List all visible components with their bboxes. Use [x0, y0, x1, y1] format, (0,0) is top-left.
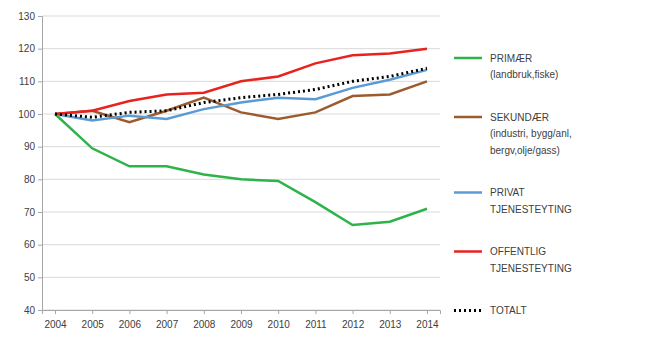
y-tick-label: 80: [24, 174, 36, 185]
y-tick-mark: [38, 245, 42, 246]
y-tick-label: 40: [24, 305, 36, 316]
x-axis-line: [43, 311, 441, 315]
x-axis: 2004 2005 2006 2007 2008 2009 2010 2011 2012 2013…: [43, 310, 441, 330]
x-tick-mark: [278, 310, 279, 314]
y-tick-label: 130: [18, 11, 35, 22]
x-tick: 2013: [379, 310, 402, 330]
y-tick-mark: [38, 310, 42, 311]
y-tick: 90: [24, 141, 42, 152]
grid-line: [42, 212, 440, 213]
series-line: [55, 68, 427, 117]
x-tick-label: 2012: [342, 319, 365, 330]
grid-line: [42, 48, 440, 49]
x-tick-label: 2008: [193, 319, 216, 330]
legend-label: OFFENTLIGTJENESTEYTING: [490, 246, 572, 274]
legend-swatch: [454, 116, 482, 119]
y-tick-label: 110: [19, 76, 35, 87]
legend: PRIMÆR(landbruk,fiske) SEKUNDÆR(industri,…: [454, 53, 572, 317]
y-axis: 40 50 60 70 80 90 100 110 120 130: [18, 11, 42, 316]
chart: 40 50 60 70 80 90 100 110 120 130 2004 2005 2006 2007…: [0, 0, 650, 344]
legend-item: OFFENTLIGTJENESTEYTING: [454, 246, 572, 274]
legend-item: PRIVATTJENESTEYTING: [454, 187, 572, 215]
grid-line: [42, 146, 440, 147]
y-tick-mark: [38, 212, 42, 213]
y-tick-label: 90: [24, 141, 36, 152]
y-tick-label: 50: [24, 272, 36, 283]
x-tick: 2010: [268, 310, 291, 330]
y-axis-line: [38, 17, 43, 311]
legend-swatch: [454, 250, 482, 253]
legend-item: TOTALT: [454, 305, 527, 316]
plot: 40 50 60 70 80 90 100 110 120 130 2004 2005 2006 2007…: [18, 11, 440, 330]
x-tick-label: 2013: [379, 319, 402, 330]
x-tick-label: 2010: [268, 319, 291, 330]
y-tick-mark: [38, 147, 42, 148]
y-tick: 60: [24, 239, 42, 250]
y-tick: 70: [24, 207, 42, 218]
x-tick: 2008: [193, 310, 216, 330]
x-tick: 2009: [230, 310, 253, 330]
x-tick-mark: [204, 310, 205, 314]
x-tick: 2004: [44, 310, 67, 330]
y-tick-mark: [38, 277, 42, 278]
x-tick-label: 2014: [416, 319, 439, 330]
y-tick-mark: [38, 81, 42, 82]
x-tick: 2011: [305, 310, 327, 330]
x-tick: 2005: [82, 310, 105, 330]
grid-line: [42, 16, 440, 17]
grid-line: [42, 277, 440, 278]
x-tick-label: 2004: [44, 319, 67, 330]
y-tick-mark: [38, 114, 42, 115]
y-tick-label: 70: [24, 207, 36, 218]
y-tick-label: 120: [18, 43, 35, 54]
x-tick-mark: [241, 310, 242, 314]
x-tick-label: 2009: [230, 319, 253, 330]
x-tick-mark: [315, 310, 316, 314]
series-line: [55, 49, 427, 114]
grid-line: [42, 244, 440, 245]
x-tick: 2006: [119, 310, 142, 330]
y-tick: 130: [18, 11, 42, 22]
y-tick-mark: [38, 49, 42, 50]
x-tick-label: 2006: [119, 319, 142, 330]
y-tick-label: 60: [24, 239, 36, 250]
legend-label: PRIMÆR(landbruk,fiske): [490, 53, 558, 81]
x-tick-mark: [55, 310, 56, 314]
legend-label: TOTALT: [490, 305, 527, 316]
x-tick-mark: [353, 310, 354, 314]
legend-label: SEKUNDÆR(industri, bygg/anl,bergv,olje/g…: [490, 112, 572, 156]
series-line: [55, 114, 427, 225]
y-tick-label: 100: [18, 109, 35, 120]
x-tick: 2007: [156, 310, 179, 330]
legend-item: SEKUNDÆR(industri, bygg/anl,bergv,olje/g…: [454, 112, 572, 156]
x-tick-label: 2011: [305, 319, 327, 330]
legend-swatch: [454, 57, 482, 60]
x-tick-mark: [92, 310, 93, 314]
lines: [55, 49, 427, 225]
legend-item: PRIMÆR(landbruk,fiske): [454, 53, 558, 81]
x-tick-mark: [390, 310, 391, 314]
legend-swatch: [454, 309, 482, 312]
x-tick-mark: [167, 310, 168, 314]
x-tick: 2012: [342, 310, 365, 330]
y-tick-mark: [38, 16, 42, 17]
x-tick-label: 2005: [82, 319, 105, 330]
y-tick: 120: [18, 43, 42, 54]
y-tick: 80: [24, 174, 42, 185]
legend-swatch: [454, 191, 482, 194]
x-tick-label: 2007: [156, 319, 179, 330]
x-tick-mark: [129, 310, 130, 314]
y-tick: 50: [24, 272, 42, 283]
y-tick: 40: [24, 305, 42, 316]
y-tick: 100: [18, 109, 42, 120]
series-line: [55, 70, 427, 121]
y-tick: 110: [19, 76, 42, 87]
x-tick-mark: [427, 310, 428, 314]
x-tick: 2014: [416, 310, 439, 330]
legend-label: PRIVATTJENESTEYTING: [490, 187, 572, 215]
grid: [42, 16, 440, 310]
y-tick-mark: [38, 179, 42, 180]
